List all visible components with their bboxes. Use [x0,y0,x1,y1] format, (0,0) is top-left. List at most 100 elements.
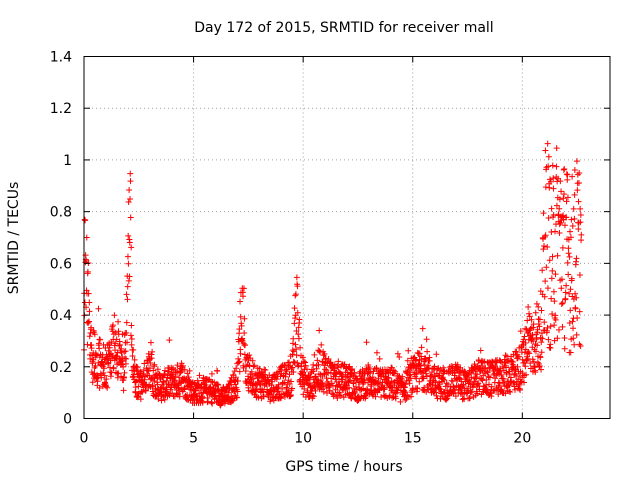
data-point [456,375,463,382]
data-point [514,363,521,370]
data-point [348,395,355,402]
data-point [542,147,549,154]
data-point [345,378,352,385]
data-point [450,383,457,390]
data-point [474,371,481,378]
data-point [261,366,268,373]
data-point [558,285,565,292]
data-point [309,392,316,399]
data-point [394,350,401,357]
data-point [577,205,584,212]
data-point [123,319,130,326]
data-point [124,339,131,346]
data-point [316,327,323,334]
data-point [533,300,540,307]
data-point [521,333,528,340]
data-point [235,359,242,366]
data-point [524,317,531,324]
data-point [302,362,309,369]
data-point [523,326,530,333]
data-point [236,358,243,365]
data-point [313,365,320,372]
data-point [525,349,532,356]
data-point [250,363,257,370]
data-point [441,376,448,383]
data-point [452,393,459,400]
data-point [513,348,520,355]
data-point [526,350,533,357]
data-point [239,337,246,344]
data-point [296,316,303,323]
data-point [495,391,502,398]
data-point [515,353,522,360]
data-point [147,359,154,366]
data-point [105,347,112,354]
data-point [124,283,131,290]
data-point [249,357,256,364]
data-point [290,335,297,342]
data-point [575,198,582,205]
y-tick-label: 0.8 [50,205,72,221]
data-point [237,313,244,320]
data-point [165,368,172,375]
data-point [426,357,433,364]
data-point [293,328,300,335]
data-point [571,167,578,174]
data-point [341,361,348,368]
data-point [292,341,299,348]
data-point [502,359,509,366]
data-point [497,358,504,365]
data-point [335,364,342,371]
data-point [402,389,409,396]
data-point [321,350,328,357]
data-point [169,390,176,397]
grid-lines [84,56,610,419]
data-point [556,196,563,203]
data-point [562,295,569,302]
data-point [351,388,358,395]
data-point [134,364,141,371]
data-point [113,353,120,360]
data-point [260,388,267,395]
data-point [536,316,543,323]
data-point [320,352,327,359]
data-point [351,369,358,376]
data-point [126,239,133,246]
data-point [576,272,583,279]
data-point [318,379,325,386]
data-point [498,372,505,379]
data-point [285,388,292,395]
data-point [522,325,529,332]
data-point [577,343,584,350]
data-point [388,387,395,394]
y-tick-label: 1.2 [50,101,72,117]
data-point [485,373,492,380]
data-point [422,356,429,363]
data-point [556,205,563,212]
data-point [321,362,328,369]
data-point [555,326,562,333]
data-point [346,384,353,391]
data-point [246,352,253,359]
data-point [281,393,288,400]
data-point [233,365,240,372]
data-point [181,375,188,382]
data-point [101,372,108,379]
data-point [449,378,456,385]
data-point [155,396,162,403]
data-point [83,234,90,241]
data-point [388,378,395,385]
data-point [557,178,564,185]
data-point [349,366,356,373]
data-point [566,253,573,260]
data-point [132,384,139,391]
data-point [110,365,117,372]
data-point [558,188,565,195]
data-point [321,366,328,373]
data-point [547,345,554,352]
data-point [481,358,488,365]
data-point [408,393,415,400]
data-point [576,308,583,315]
data-point [374,380,381,387]
data-point [115,370,122,377]
